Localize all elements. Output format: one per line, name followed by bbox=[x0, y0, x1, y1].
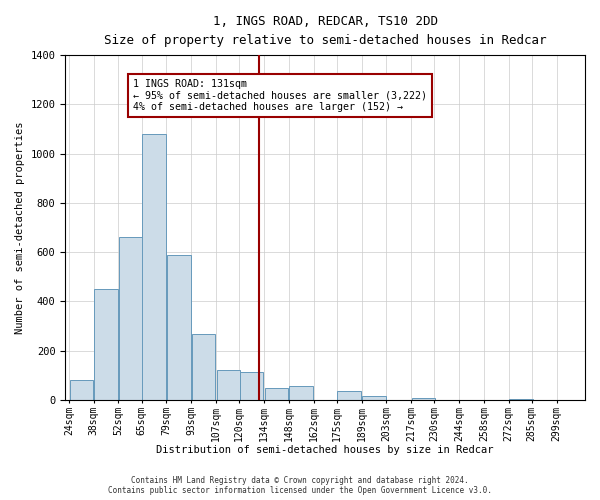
Bar bbox=[70, 380, 93, 400]
Bar bbox=[265, 388, 288, 400]
Bar bbox=[142, 134, 166, 400]
Bar bbox=[167, 254, 191, 400]
Bar bbox=[94, 289, 118, 400]
Bar bbox=[192, 334, 215, 400]
Text: Contains HM Land Registry data © Crown copyright and database right 2024.
Contai: Contains HM Land Registry data © Crown c… bbox=[108, 476, 492, 495]
X-axis label: Distribution of semi-detached houses by size in Redcar: Distribution of semi-detached houses by … bbox=[157, 445, 494, 455]
Bar bbox=[217, 370, 240, 400]
Y-axis label: Number of semi-detached properties: Number of semi-detached properties bbox=[15, 122, 25, 334]
Bar bbox=[240, 372, 263, 400]
Bar bbox=[289, 386, 313, 400]
Bar bbox=[509, 399, 533, 400]
Text: 1 INGS ROAD: 131sqm
← 95% of semi-detached houses are smaller (3,222)
4% of semi: 1 INGS ROAD: 131sqm ← 95% of semi-detach… bbox=[133, 80, 427, 112]
Bar bbox=[337, 392, 361, 400]
Bar bbox=[119, 238, 143, 400]
Bar bbox=[412, 398, 435, 400]
Bar bbox=[362, 396, 386, 400]
Title: 1, INGS ROAD, REDCAR, TS10 2DD
Size of property relative to semi-detached houses: 1, INGS ROAD, REDCAR, TS10 2DD Size of p… bbox=[104, 15, 547, 47]
